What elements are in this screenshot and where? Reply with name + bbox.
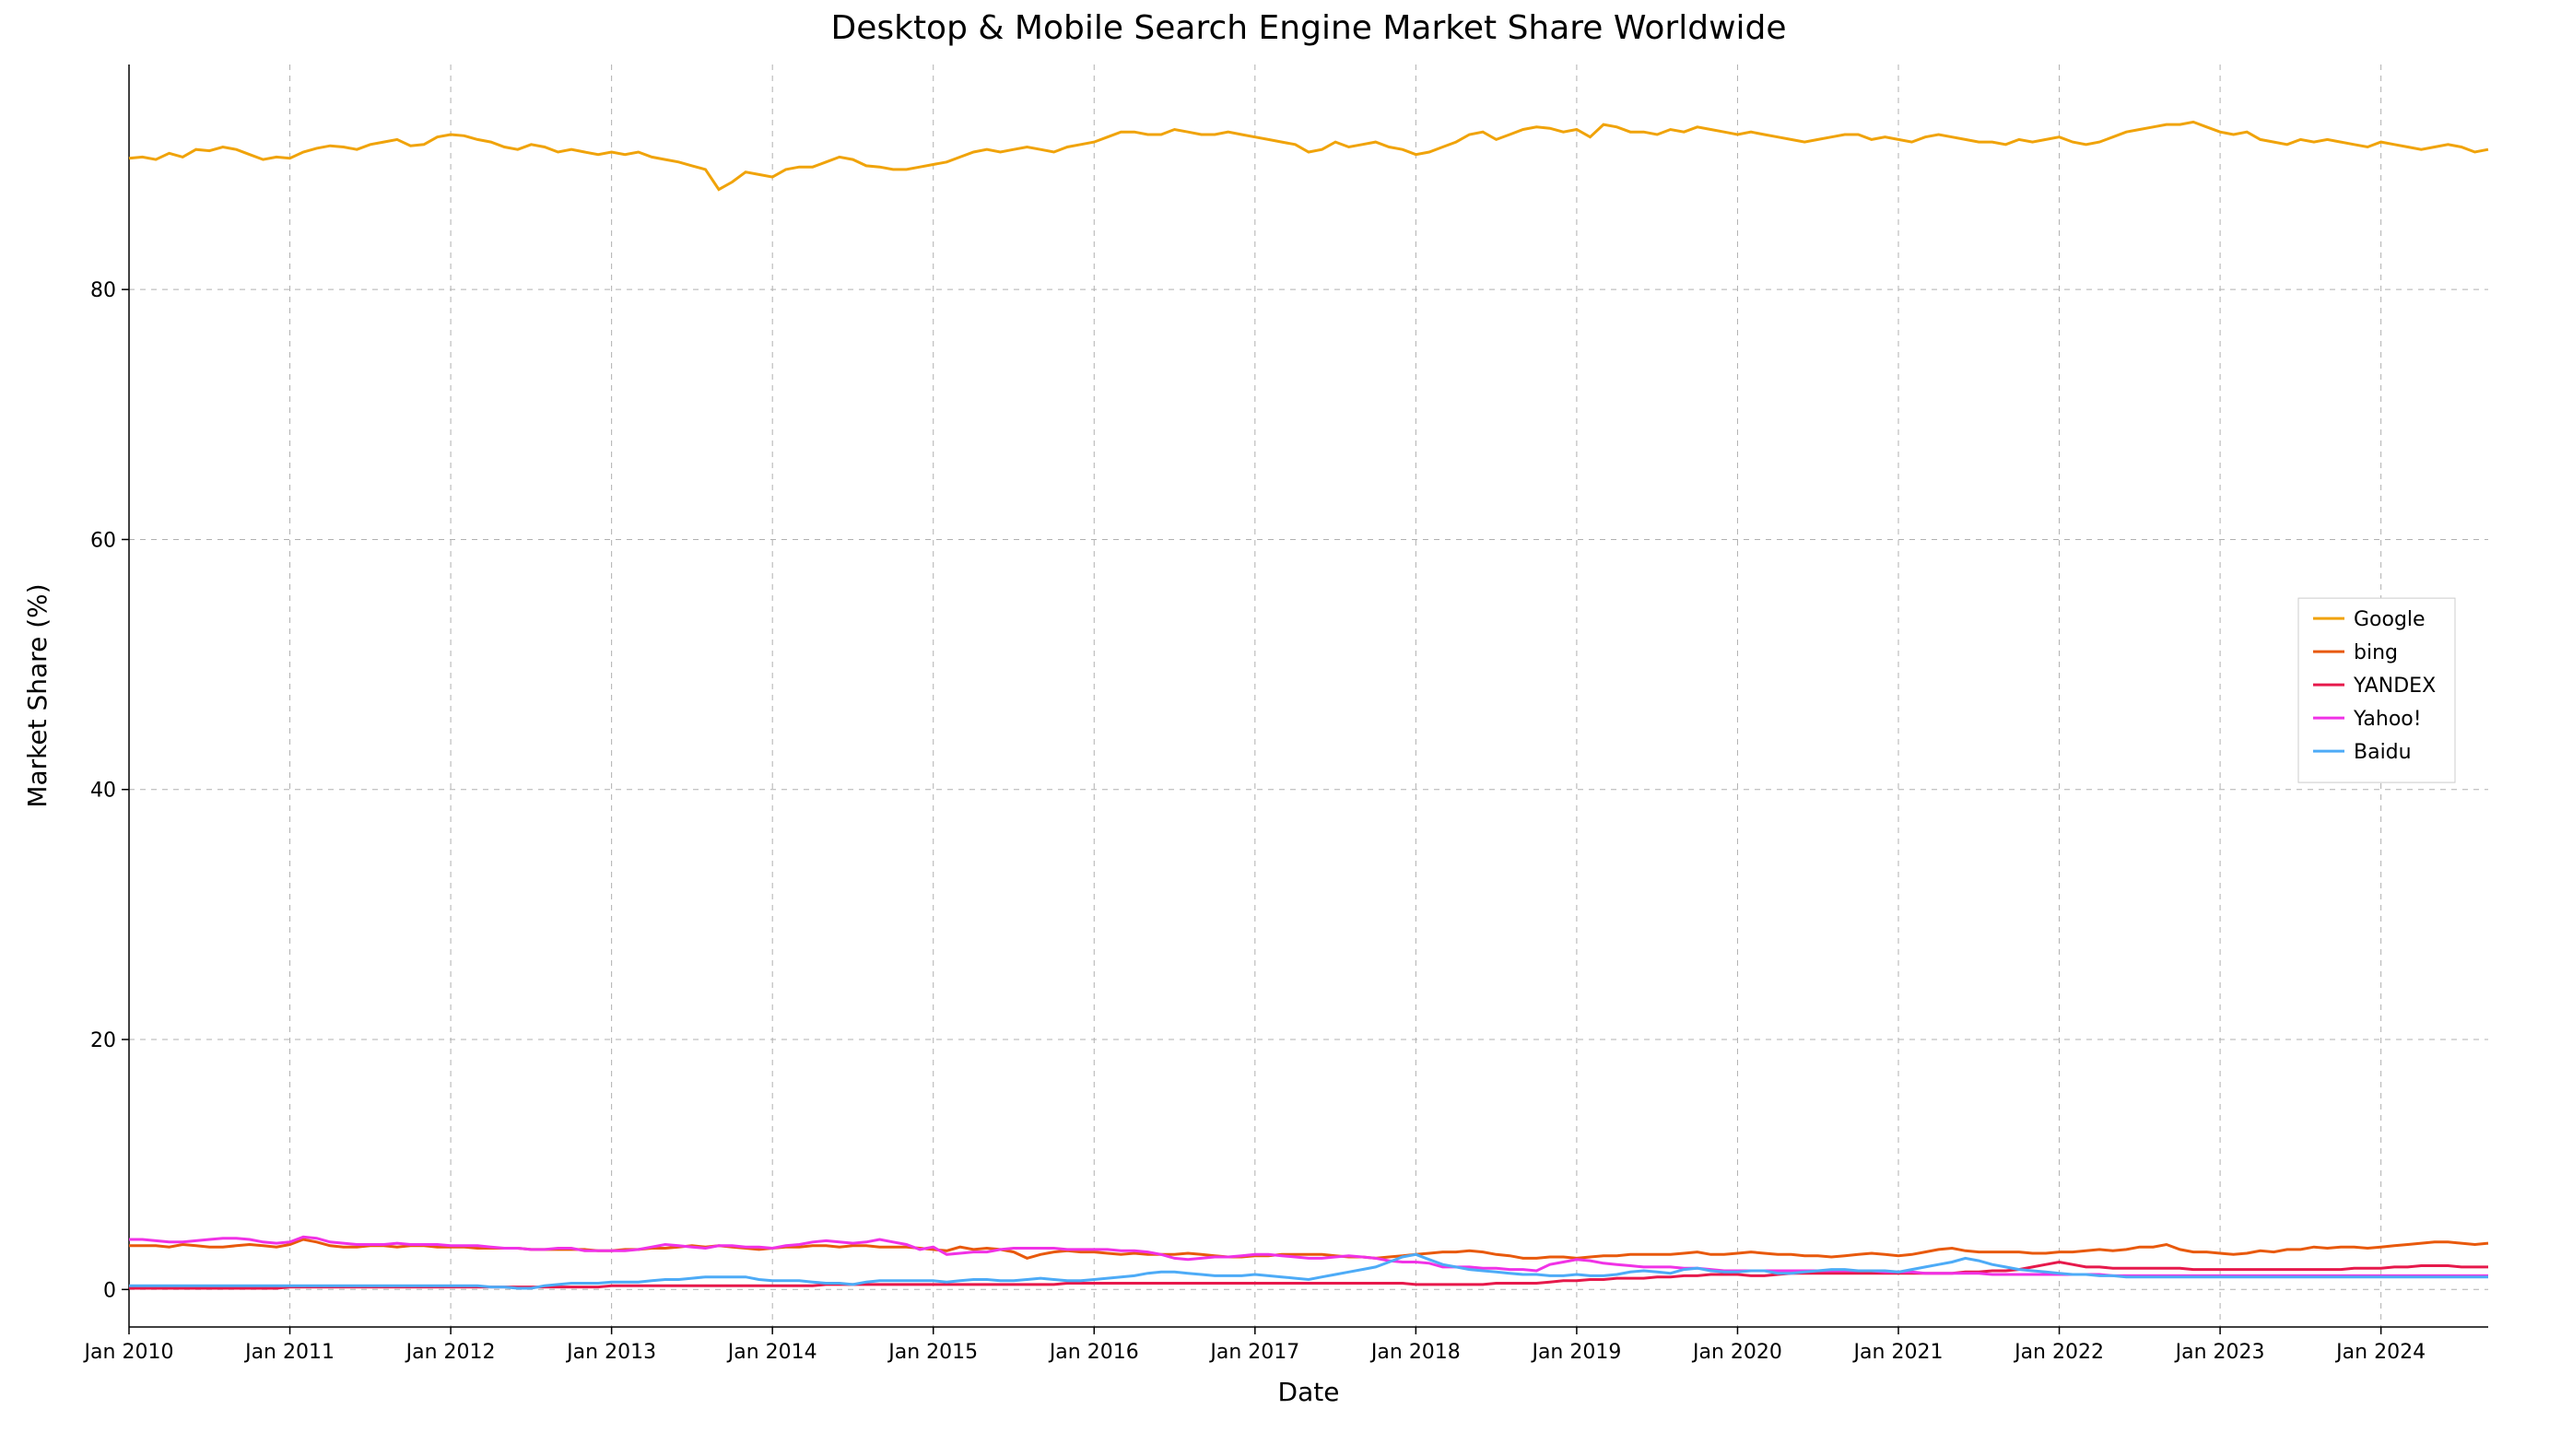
legend-label: Baidu bbox=[2354, 741, 2412, 764]
legend-label: bing bbox=[2354, 641, 2398, 664]
x-tick-label: Jan 2022 bbox=[2013, 1341, 2104, 1364]
x-tick-label: Jan 2023 bbox=[2174, 1341, 2265, 1364]
legend-label: YANDEX bbox=[2353, 675, 2436, 698]
chart-background bbox=[0, 0, 2561, 1456]
x-tick-label: Jan 2017 bbox=[1208, 1341, 1299, 1364]
y-tick-label: 80 bbox=[90, 279, 116, 302]
x-tick-label: Jan 2011 bbox=[243, 1341, 335, 1364]
x-tick-label: Jan 2019 bbox=[1530, 1341, 1621, 1364]
x-tick-label: Jan 2010 bbox=[83, 1341, 174, 1364]
x-tick-label: Jan 2018 bbox=[1369, 1341, 1461, 1364]
legend-label: Yahoo! bbox=[2353, 708, 2422, 731]
line-chart-svg: 0 20 40 60 80 Jan 2010 Jan 2011 Jan 2012 Jan 201… bbox=[0, 0, 2561, 1456]
y-tick-label: 20 bbox=[90, 1029, 116, 1052]
chart-title: Desktop & Mobile Search Engine Market Sh… bbox=[830, 9, 1786, 47]
x-tick-label: Jan 2013 bbox=[565, 1341, 656, 1364]
x-tick-label: Jan 2020 bbox=[1691, 1341, 1782, 1364]
x-tick-label: Jan 2016 bbox=[1048, 1341, 1139, 1364]
y-tick-label: 40 bbox=[90, 780, 116, 803]
legend-label: Google bbox=[2354, 608, 2426, 631]
y-tick-label: 60 bbox=[90, 529, 116, 552]
x-tick-label: Jan 2012 bbox=[405, 1341, 496, 1364]
y-tick-label: 0 bbox=[103, 1279, 116, 1302]
x-axis-label: Date bbox=[1278, 1377, 1340, 1407]
chart-container: 0 20 40 60 80 Jan 2010 Jan 2011 Jan 2012 Jan 201… bbox=[0, 0, 2561, 1456]
x-tick-label: Jan 2024 bbox=[2334, 1341, 2426, 1364]
x-tick-label: Jan 2015 bbox=[887, 1341, 978, 1364]
x-tick-label: Jan 2021 bbox=[1852, 1341, 1944, 1364]
x-tick-label: Jan 2014 bbox=[726, 1341, 817, 1364]
y-axis-label: Market Share (%) bbox=[22, 583, 53, 807]
